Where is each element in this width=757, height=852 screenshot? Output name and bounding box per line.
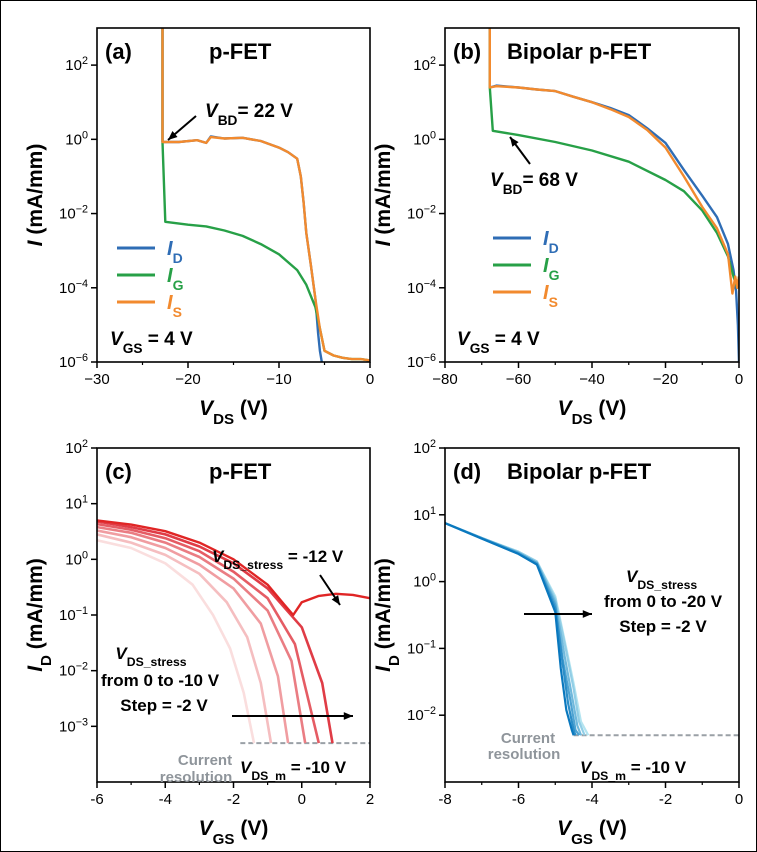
y-tick-label: 10−6 <box>59 352 88 371</box>
vgs-annotation: VGS = 4 V <box>110 329 193 356</box>
series-line-stress-20 <box>445 523 574 735</box>
series-line-ig <box>490 28 739 288</box>
vbd-annotation: VBD= 22 V <box>205 101 293 128</box>
y-tick-label: 10−3 <box>59 716 88 735</box>
series-line-is <box>163 28 371 361</box>
y-tick-label: 100 <box>413 129 436 148</box>
y-tick-label: 10−4 <box>407 278 436 297</box>
plot-area <box>490 28 739 362</box>
y-tick-label: 10−1 <box>59 605 88 624</box>
panel-label: (d) <box>453 459 481 484</box>
vbd-annotation: VBD= 68 V <box>490 170 578 197</box>
y-tick-label: 100 <box>413 572 436 591</box>
x-axis-label: VDS (V) <box>558 397 627 428</box>
x-tick-label: 0 <box>298 791 306 808</box>
stress-12v-arrow-head <box>332 595 340 605</box>
stress-range-label: VDS_stress <box>115 644 186 669</box>
panel-label: (b) <box>453 39 481 64</box>
panel-title: Bipolar p-FET <box>507 39 652 64</box>
panel-title: p-FET <box>209 459 272 484</box>
series-line-ig <box>163 28 371 361</box>
x-tick-label: −10 <box>266 371 291 388</box>
legend-label-id: ID <box>543 228 559 256</box>
current-resolution-label: Current <box>501 730 555 747</box>
current-resolution-label: resolution <box>488 746 561 763</box>
x-tick-label: −80 <box>432 371 457 388</box>
legend-label-id: ID <box>167 238 183 266</box>
stress-12v-label: VDS_stress = -12 V <box>212 547 344 572</box>
panel-title: p-FET <box>209 39 272 64</box>
vgs-annotation: VGS = 4 V <box>457 329 540 356</box>
x-tick-label: 0 <box>735 371 743 388</box>
x-tick-label: −60 <box>506 371 531 388</box>
panel-label: (a) <box>105 39 132 64</box>
vds-m-label: VDS_m = -10 V <box>240 758 347 783</box>
stress-direction-arrow-head <box>583 610 592 618</box>
y-tick-label: 101 <box>413 505 436 524</box>
x-axis-label: VGS (V) <box>199 817 269 848</box>
y-tick-label: 10−2 <box>59 661 88 680</box>
y-tick-label: 102 <box>65 438 88 457</box>
x-tick-label: −20 <box>175 371 200 388</box>
x-tick-label: -2 <box>227 791 240 808</box>
vds-m-label: VDS_m = -10 V <box>580 758 687 783</box>
series-line-id <box>163 28 322 362</box>
series-line-stress-0 <box>445 523 588 735</box>
x-tick-label: -8 <box>438 791 451 808</box>
stress-range-values: from 0 to -10 V <box>101 671 220 690</box>
panel-a: −30 −20 −10 0 10−6 10−4 10−2 100 102 VDS (V) I (mA… <box>24 28 374 428</box>
legend-label-ig: IG <box>167 265 184 293</box>
current-resolution-label: Current <box>178 752 232 769</box>
x-tick-label: -4 <box>159 791 172 808</box>
series-line-id <box>490 28 739 362</box>
panel-c: -6 -4 -2 0 2 10−3 10−2 10−1 100 101 102 VGS (V) ID (… <box>24 438 374 848</box>
panel-title: Bipolar p-FET <box>507 459 652 484</box>
series-line-stress-4 <box>445 523 585 735</box>
y-tick-label: 10−6 <box>407 352 436 371</box>
x-tick-label: -6 <box>90 791 103 808</box>
legend-label-is: IS <box>543 282 558 310</box>
x-tick-label: -6 <box>512 791 525 808</box>
x-axis-label: VGS (V) <box>557 817 627 848</box>
y-tick-label: 102 <box>65 55 88 74</box>
y-tick-label: 101 <box>65 494 88 513</box>
y-tick-label: 10−2 <box>407 705 436 724</box>
x-tick-label: -4 <box>585 791 598 808</box>
y-tick-label: 100 <box>65 549 88 568</box>
axes-frame <box>97 28 370 362</box>
legend-label-ig: IG <box>543 255 560 283</box>
x-tick-label: 2 <box>366 791 374 808</box>
y-axis-label: ID (mA/mm) <box>24 558 55 672</box>
stress-direction-arrow-head <box>344 712 353 720</box>
x-tick-label: −40 <box>579 371 604 388</box>
panel-b: −80 −60 −40 −20 0 10−6 10−4 10−2 100 102 VDS (V) I … <box>372 28 743 428</box>
y-axis-label: ID (mA/mm) <box>372 558 403 672</box>
panel-d: -8 -6 -4 -2 0 10−2 10−1 100 101 102 VGS (V) ID (mA/… <box>372 438 743 848</box>
x-tick-label: -2 <box>659 791 672 808</box>
y-tick-label: 100 <box>65 129 88 148</box>
stress-range-values: from 0 to -20 V <box>604 592 723 611</box>
stress-range-label: VDS_stress <box>626 567 697 592</box>
y-tick-label: 102 <box>413 438 436 457</box>
series-line-stress-8 <box>445 523 581 735</box>
stress-step-label: Step = -2 V <box>619 617 707 636</box>
y-tick-label: 10−2 <box>59 204 88 223</box>
panel-label: (c) <box>105 459 132 484</box>
x-tick-label: 0 <box>735 791 743 808</box>
stress-step-label: Step = -2 V <box>120 696 208 715</box>
y-axis-label: I (mA/mm) <box>24 144 47 247</box>
x-tick-label: −20 <box>653 371 678 388</box>
y-tick-label: 10−1 <box>407 638 436 657</box>
y-axis-label: I (mA/mm) <box>372 144 395 247</box>
y-tick-label: 102 <box>413 55 436 74</box>
x-tick-label: 0 <box>366 371 374 388</box>
y-tick-label: 10−2 <box>407 204 436 223</box>
x-tick-label: −30 <box>84 371 109 388</box>
current-resolution-label: resolution <box>160 769 233 786</box>
plot-area <box>163 28 371 362</box>
x-axis-label: VDS (V) <box>199 397 268 428</box>
y-tick-label: 10−4 <box>59 278 88 297</box>
legend-label-is: IS <box>167 292 182 320</box>
